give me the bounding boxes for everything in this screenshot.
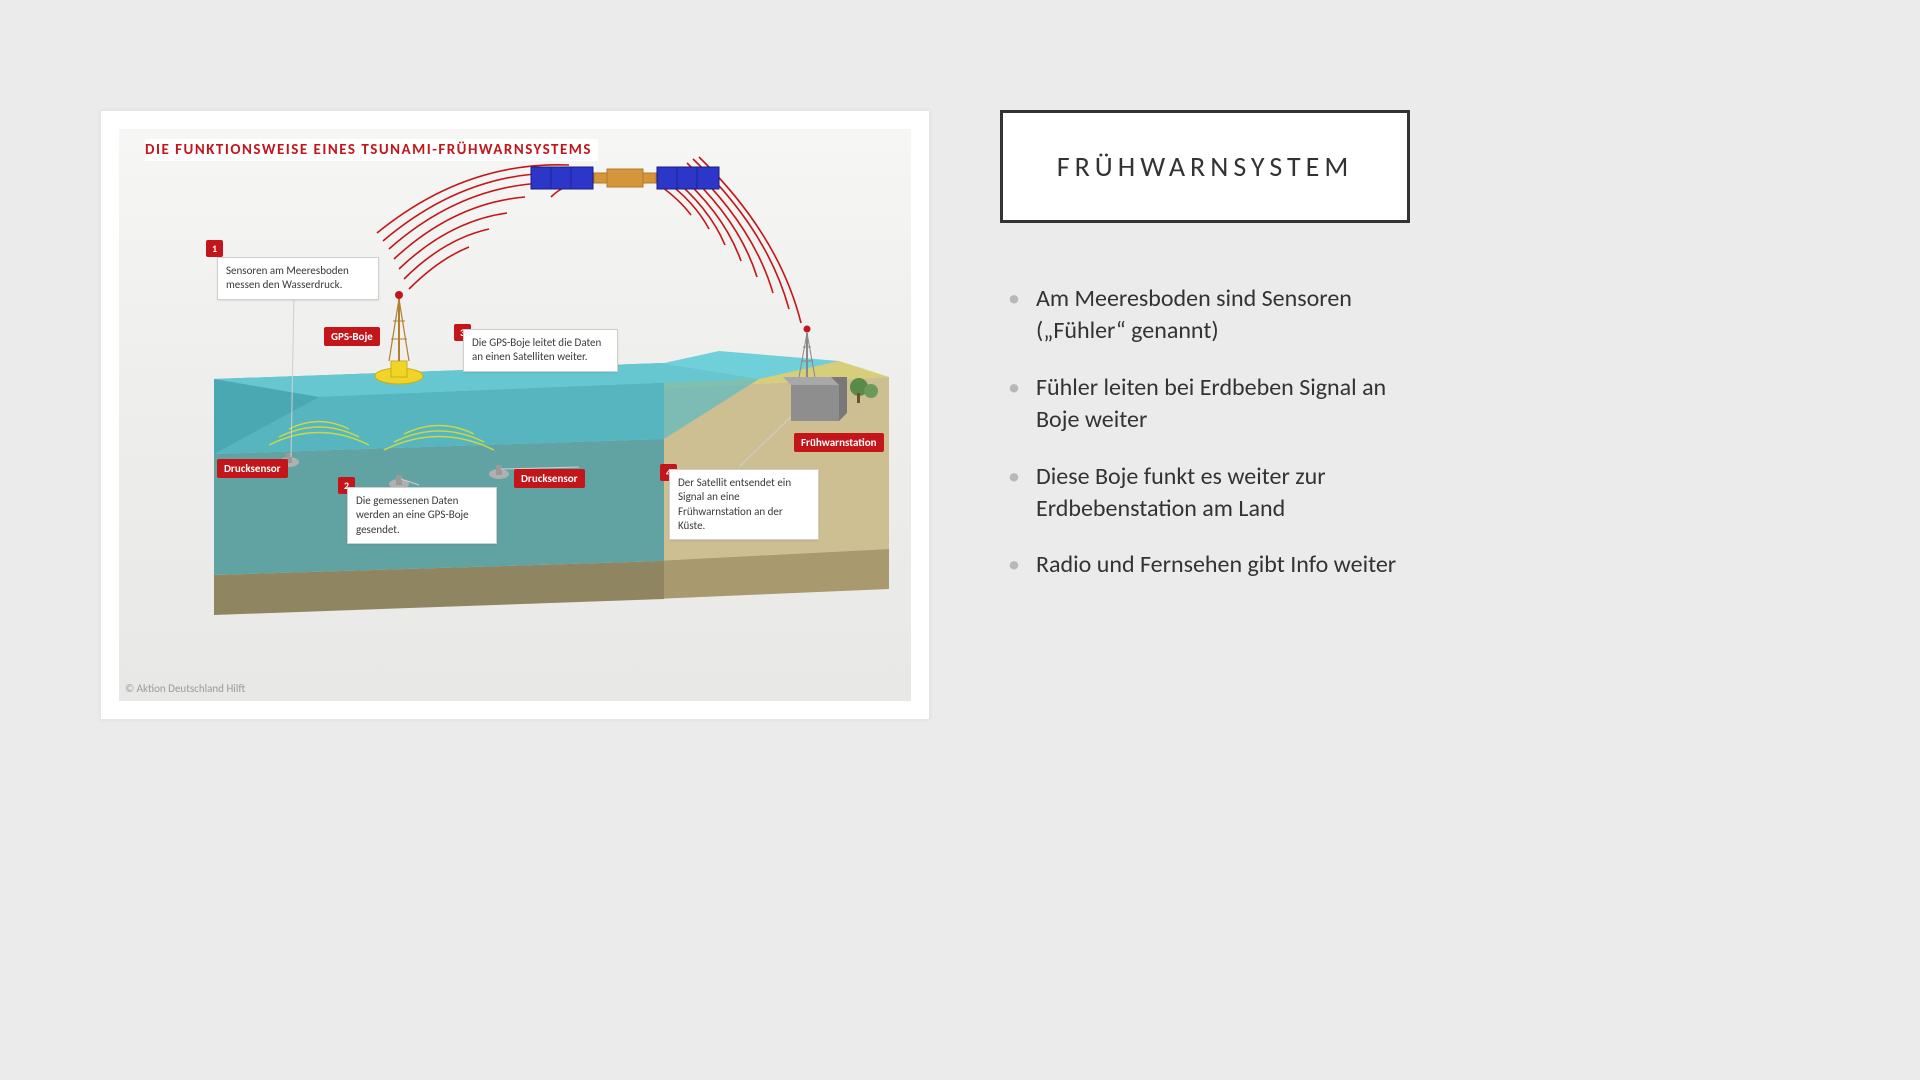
gps-buoy (375, 291, 423, 384)
red-tag-1: Drucksensor (217, 459, 288, 478)
bullet-0: Am Meeresboden sind Sensoren („Fühler“ g… (1008, 283, 1410, 348)
step-badge-1: 1 (206, 240, 223, 257)
slide: DIE FUNKTIONSWEISE EINES TSUNAMI-FRÜHWAR… (40, 30, 1880, 1050)
red-tag-0: GPS-Boje (324, 327, 380, 346)
right-panel: FRÜHWARNSYSTEM Am Meeresboden sind Senso… (1000, 110, 1410, 606)
bullet-1: Fühler leiten bei Erdbeben Signal an Boj… (1008, 372, 1410, 437)
red-tag-2: Drucksensor (514, 469, 585, 488)
credit-text: © Aktion Deutschland Hilft (125, 682, 245, 695)
diagram-frame: DIE FUNKTIONSWEISE EINES TSUNAMI-FRÜHWAR… (100, 110, 930, 720)
diagram-svg (119, 129, 913, 703)
diagram-canvas: DIE FUNKTIONSWEISE EINES TSUNAMI-FRÜHWAR… (119, 129, 911, 701)
slide-title: FRÜHWARNSYSTEM (1000, 110, 1410, 223)
callout-4: Der Satellit entsendet ein Signal an ein… (669, 469, 819, 540)
callout-2: Die gemessenen Daten werden an eine GPS-… (347, 487, 497, 544)
callout-3: Die GPS-Boje leitet die Daten an einen S… (463, 329, 618, 372)
bullet-2: Diese Boje funkt es weiter zur Erdbebens… (1008, 461, 1410, 526)
bullet-3: Radio und Fernsehen gibt Info weiter (1008, 549, 1410, 581)
bullet-list: Am Meeresboden sind Sensoren („Fühler“ g… (1000, 283, 1410, 582)
callout-1: Sensoren am Meeresboden messen den Wasse… (217, 257, 379, 300)
red-tag-3: Frühwarnstation (794, 433, 884, 452)
satellite-icon (531, 167, 719, 189)
